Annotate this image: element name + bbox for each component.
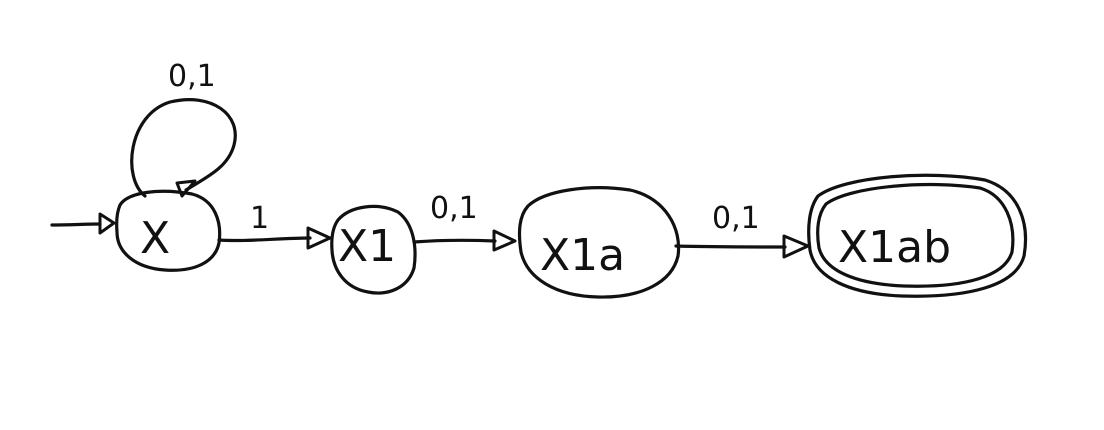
state-x1: X1 — [330, 204, 417, 295]
transition-x-to-x1 — [217, 226, 332, 250]
start-arrow — [50, 212, 116, 235]
state-x1a-label: X1a — [540, 230, 625, 281]
state-x1-label: X1 — [338, 221, 396, 272]
state-x-label: X — [140, 213, 170, 264]
transition-label-x-loop: 0,1 — [168, 59, 216, 94]
transition-label-x-x1: 1 — [250, 201, 269, 236]
transition-x1a-to-x1ab — [674, 234, 810, 259]
transition-label-x1a-x1ab: 0,1 — [712, 201, 760, 236]
state-x1a: X1a — [517, 186, 681, 299]
state-x1ab: X1ab — [807, 173, 1028, 298]
self-loop-x — [130, 98, 237, 198]
state-x1ab-label: X1ab — [838, 222, 951, 273]
transition-x1-to-x1a — [412, 229, 517, 252]
transition-label-x1-x1a: 0,1 — [430, 191, 478, 226]
state-x: X — [115, 189, 222, 272]
